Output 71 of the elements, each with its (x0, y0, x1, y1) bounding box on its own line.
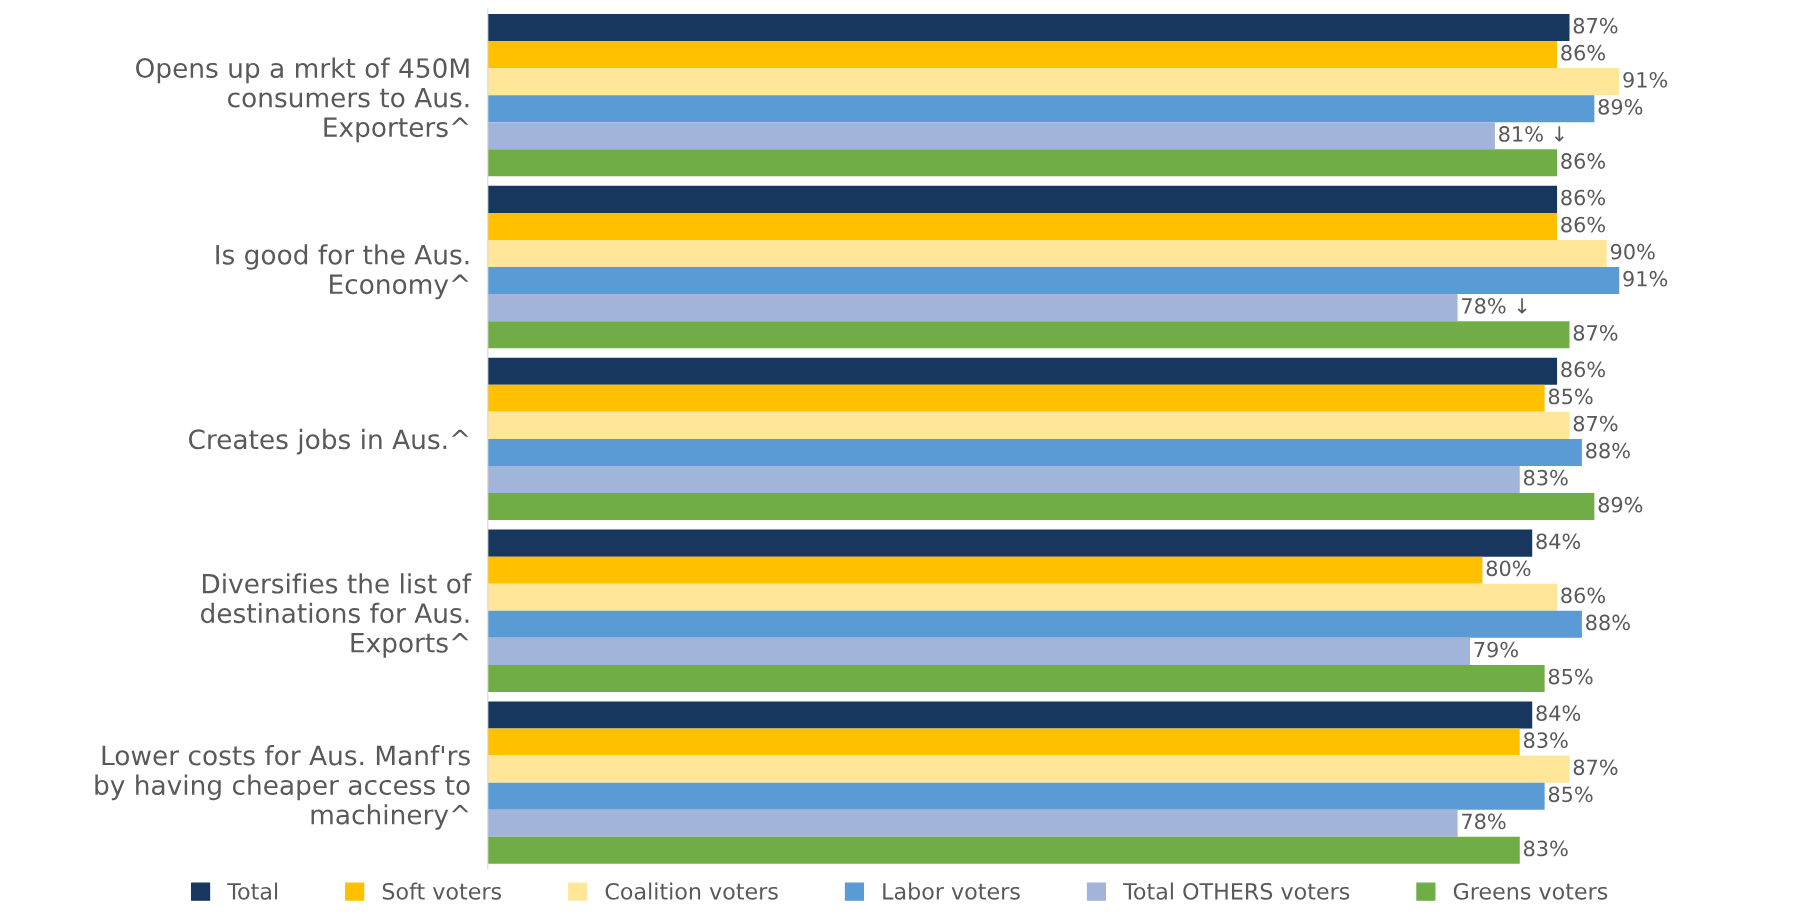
bar (487, 836, 1520, 864)
bar (487, 809, 1458, 837)
bar (487, 267, 1620, 295)
data-label: 79% (1474, 641, 1518, 658)
bar (487, 294, 1458, 322)
bar (487, 529, 1533, 557)
data-label: 86% (1561, 153, 1605, 169)
bar (487, 701, 1533, 729)
legend-label: Coalition voters (605, 882, 778, 900)
data-label: 90% (1610, 243, 1655, 260)
bar (487, 68, 1620, 96)
bar (487, 438, 1582, 466)
data-label: 80% (1486, 560, 1531, 577)
bar (487, 212, 1558, 240)
data-label: 87% (1573, 324, 1618, 341)
data-label: 81% ↓ (1499, 126, 1564, 142)
legend-label: Soft voters (382, 882, 502, 900)
bar (487, 384, 1545, 412)
bar (487, 782, 1545, 810)
data-label: 86% (1561, 587, 1605, 604)
bar (487, 728, 1520, 756)
bar (487, 185, 1558, 213)
y-tick-label: Is good for the Aus. Economy^ (216, 244, 469, 300)
y-tick-label: Creates jobs in Aus.^ (188, 428, 469, 455)
data-label: 83% (1523, 732, 1568, 749)
data-label: 83% (1523, 469, 1568, 486)
data-label: 86% (1561, 216, 1605, 233)
bar (487, 95, 1595, 123)
y-tick-label: Lower costs for Aus. Manf'rs by having cheaper access to machinery^ (95, 745, 470, 830)
bar (487, 583, 1558, 611)
data-label: 85% (1548, 786, 1593, 803)
legend-label: Total (227, 882, 278, 900)
data-label: 86% (1561, 189, 1605, 206)
bar (487, 239, 1607, 268)
bar (487, 556, 1483, 584)
bar (487, 149, 1558, 177)
bar (487, 755, 1570, 783)
data-label: 89% (1598, 98, 1643, 115)
bar (487, 610, 1582, 638)
bar (487, 13, 1570, 42)
bar (487, 411, 1570, 439)
bar (487, 465, 1520, 494)
bar (487, 637, 1471, 665)
data-label: 87% (1573, 17, 1618, 34)
legend-label: Greens voters (1453, 882, 1608, 900)
data-label: 85% (1548, 668, 1593, 685)
bar (487, 321, 1570, 349)
y-tick-label: Opens up a mrkt of 450M consumers to Aus. Exporters^ (136, 57, 469, 143)
legend-label: Labor voters (883, 882, 1020, 900)
data-label: 89% (1598, 496, 1643, 513)
data-label: 78% (1462, 813, 1506, 830)
data-label: 91% (1623, 270, 1668, 287)
data-label: 84% (1536, 705, 1581, 722)
bar (487, 357, 1558, 385)
data-label: 84% (1536, 533, 1581, 550)
data-label: 83% (1523, 840, 1568, 857)
bar (487, 493, 1595, 521)
y-tick-label: Diversifies the list of destinations for Aus. Exports^ (201, 573, 472, 658)
data-label: 88% (1586, 442, 1630, 459)
data-label: 91% (1623, 71, 1668, 88)
bar (487, 41, 1558, 69)
data-label: 86% (1561, 44, 1605, 61)
bar (487, 664, 1545, 692)
data-label: 85% (1548, 388, 1593, 405)
data-label: 78% ↓ (1462, 297, 1527, 314)
data-label: 88% (1586, 614, 1630, 631)
bar (487, 122, 1495, 150)
data-label: 87% (1573, 415, 1618, 432)
data-label: 86% (1561, 361, 1605, 378)
data-label: 87% (1573, 759, 1618, 776)
legend-label: Total OTHERS voters (1123, 882, 1350, 900)
